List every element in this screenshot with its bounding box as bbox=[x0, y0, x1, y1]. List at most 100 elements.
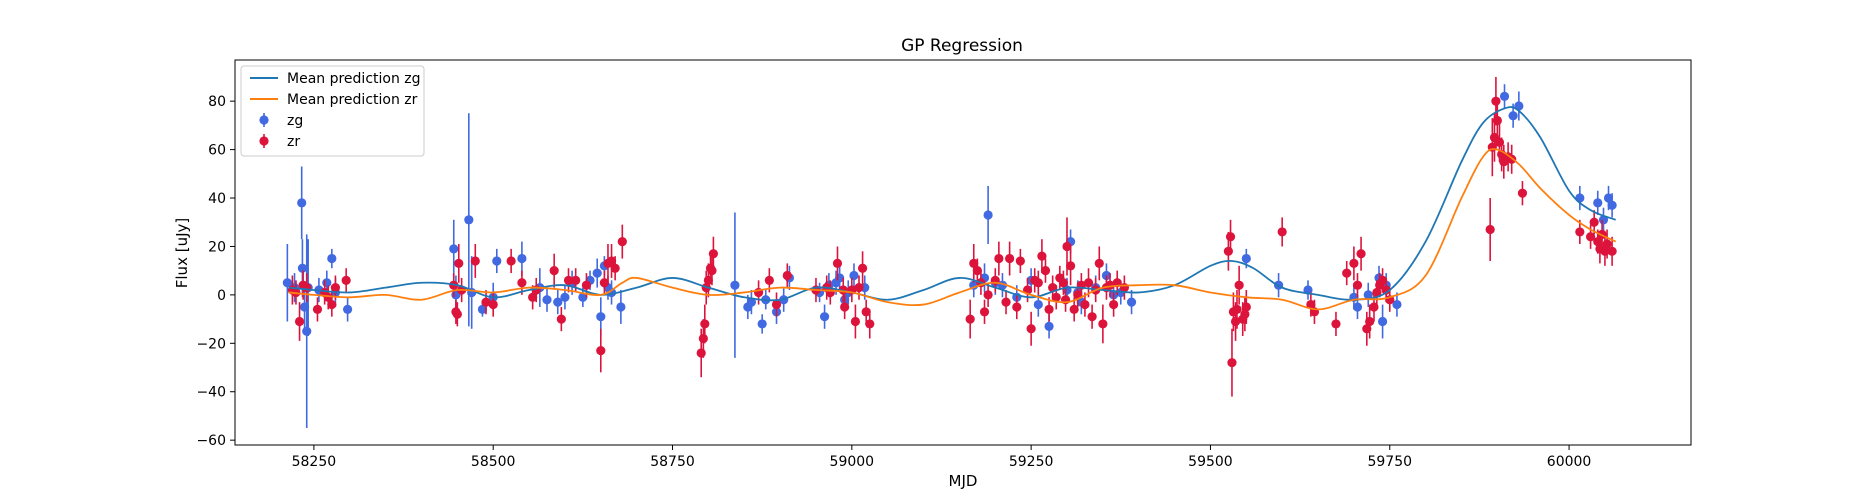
data-point-zr bbox=[1037, 251, 1047, 261]
y-axis-label: Flux [uJy] bbox=[173, 218, 191, 288]
data-point-zr bbox=[1065, 261, 1076, 271]
x-tick-label: 58250 bbox=[292, 454, 337, 470]
data-point-zr bbox=[1365, 316, 1375, 327]
data-point-zg bbox=[327, 253, 337, 264]
data-point-zg bbox=[592, 268, 602, 278]
data-point-zg bbox=[757, 319, 767, 329]
data-point-zr bbox=[454, 258, 464, 268]
data-point-zg bbox=[596, 312, 606, 322]
data-point-zr bbox=[965, 314, 975, 324]
legend-label-zg: zg bbox=[287, 113, 303, 129]
data-point-zr bbox=[969, 258, 979, 268]
data-point-zr bbox=[294, 316, 305, 327]
data-point-zr bbox=[452, 309, 462, 319]
data-point-zr bbox=[771, 299, 782, 310]
data-point-zr bbox=[1227, 358, 1237, 368]
data-point-zr bbox=[1492, 115, 1502, 126]
data-point-zg bbox=[1603, 193, 1614, 203]
line-mean-prediction-zr bbox=[288, 148, 1617, 311]
data-point-zg bbox=[1363, 290, 1373, 300]
data-point-zr bbox=[1575, 227, 1585, 237]
data-point-zr bbox=[1331, 319, 1341, 329]
data-point-zr bbox=[1044, 304, 1054, 315]
data-point-zr bbox=[549, 266, 559, 276]
y-tick-label: 40 bbox=[208, 191, 226, 207]
data-point-zr bbox=[1033, 278, 1043, 288]
data-point-zr bbox=[1098, 319, 1108, 329]
data-point-zr bbox=[1240, 309, 1250, 319]
data-point-zr bbox=[1306, 299, 1316, 310]
data-point-zr bbox=[556, 314, 566, 324]
data-point-zr bbox=[979, 307, 990, 317]
data-point-zr bbox=[610, 263, 620, 273]
data-point-zg bbox=[492, 256, 502, 266]
data-point-zr bbox=[1040, 266, 1051, 276]
data-point-zg bbox=[983, 210, 993, 220]
x-tick-label: 58750 bbox=[650, 454, 695, 470]
x-tick-label: 59250 bbox=[1009, 454, 1054, 470]
plot-frame bbox=[234, 59, 1692, 446]
data-point-zr bbox=[1015, 256, 1025, 266]
data-point-zr bbox=[1119, 283, 1129, 293]
data-point-zr bbox=[599, 278, 609, 288]
data-point-zg bbox=[517, 253, 527, 264]
line-mean-prediction-zg bbox=[288, 106, 1617, 302]
y-tick-label: −60 bbox=[196, 433, 226, 449]
data-point-zr bbox=[1491, 96, 1501, 106]
data-point-zr bbox=[1051, 292, 1061, 302]
data-point-zg bbox=[449, 244, 459, 254]
legend: Mean prediction zg Mean prediction zr zg… bbox=[240, 65, 425, 157]
data-point-zr bbox=[1005, 253, 1015, 264]
y-axis: −60 −40 −20 0 20 40 60 80 bbox=[196, 94, 235, 449]
data-point-zr bbox=[617, 237, 627, 247]
plot-area bbox=[282, 76, 1617, 429]
data-point-zr bbox=[1062, 241, 1072, 252]
data-point-zr bbox=[1381, 285, 1391, 295]
data-point-zr bbox=[764, 275, 774, 285]
data-point-zr bbox=[1342, 268, 1352, 278]
data-point-zg bbox=[1593, 198, 1603, 208]
data-point-zr bbox=[327, 299, 337, 310]
x-tick-label: 59000 bbox=[830, 454, 875, 470]
data-point-zr bbox=[517, 278, 527, 288]
data-point-zr bbox=[1230, 316, 1241, 327]
data-point-zg bbox=[477, 304, 488, 315]
data-point-zr bbox=[1602, 239, 1612, 249]
data-point-zr bbox=[1001, 297, 1011, 307]
data-point-zr bbox=[1026, 324, 1036, 334]
data-point-zr bbox=[1225, 232, 1236, 242]
data-point-zr bbox=[1109, 299, 1119, 310]
data-point-zr bbox=[1069, 304, 1079, 315]
y-tick-label: 60 bbox=[208, 143, 226, 159]
data-point-zg bbox=[282, 278, 292, 288]
x-axis: 58250 58500 58750 59000 59250 59500 59750 60000 bbox=[292, 445, 1591, 470]
data-point-zr bbox=[1349, 258, 1359, 268]
data-point-zr bbox=[581, 280, 592, 290]
y-tick-label: −40 bbox=[196, 385, 226, 401]
data-point-zr bbox=[528, 292, 538, 302]
y-tick-label: 80 bbox=[208, 94, 226, 110]
data-point-zr bbox=[1589, 217, 1599, 227]
data-point-zr bbox=[1012, 302, 1022, 312]
data-point-zg bbox=[819, 312, 830, 322]
x-axis-label: MJD bbox=[949, 472, 978, 490]
data-point-zr bbox=[994, 253, 1004, 264]
data-point-zr bbox=[854, 283, 864, 293]
chart-title: GP Regression bbox=[901, 36, 1023, 56]
data-point-zg bbox=[297, 263, 308, 273]
data-point-zr bbox=[1377, 275, 1388, 285]
data-point-zr bbox=[571, 275, 581, 285]
data-point-zr bbox=[832, 258, 843, 268]
x-tick-label: 59750 bbox=[1367, 454, 1412, 470]
x-tick-label: 59500 bbox=[1188, 454, 1233, 470]
data-point-zr bbox=[983, 290, 993, 300]
data-point-zr bbox=[857, 263, 868, 273]
data-point-zr bbox=[700, 319, 710, 329]
data-point-zr bbox=[1083, 278, 1094, 288]
data-point-zr bbox=[1494, 137, 1505, 147]
data-point-zr bbox=[1234, 280, 1244, 290]
data-point-zr bbox=[506, 256, 516, 266]
data-point-zr bbox=[1369, 302, 1379, 312]
